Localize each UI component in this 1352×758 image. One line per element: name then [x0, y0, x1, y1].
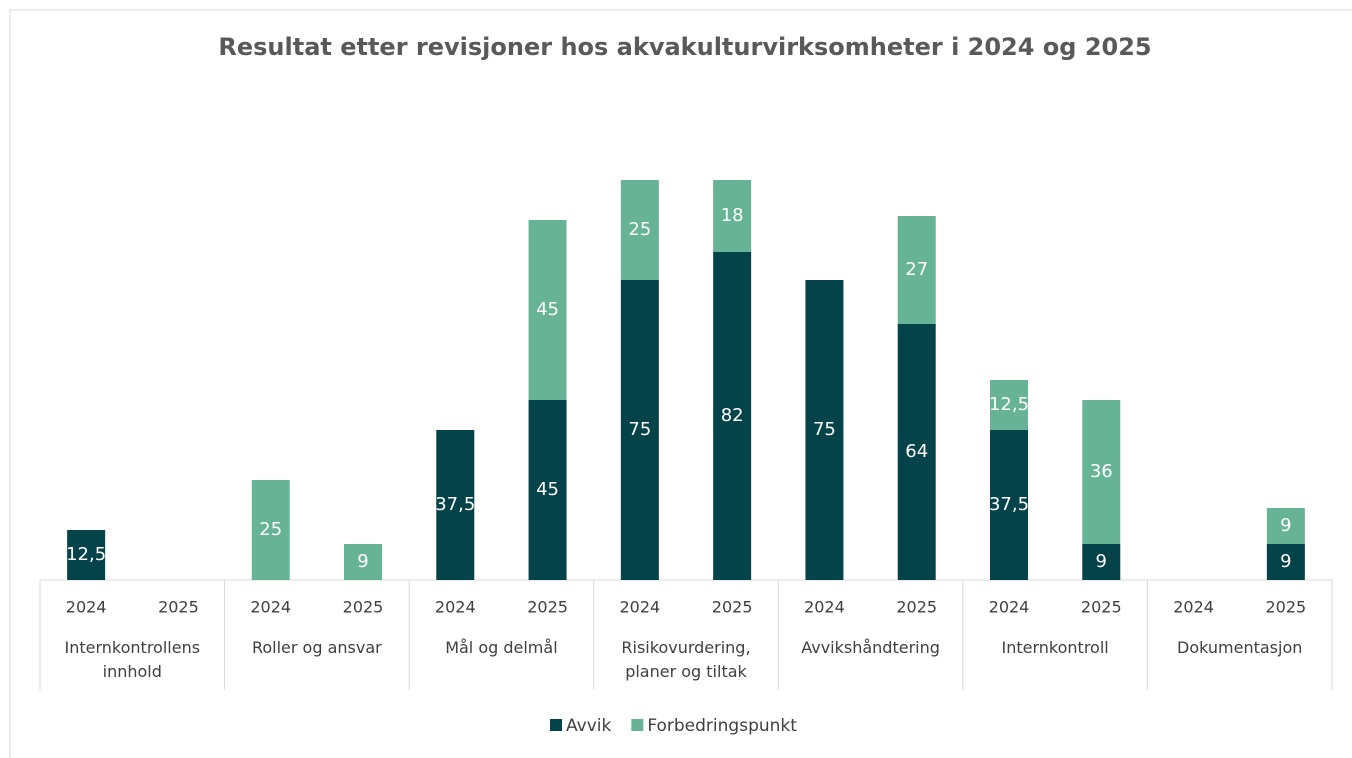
data-label: 12,5: [66, 544, 106, 565]
x-tick-label: 2025: [712, 598, 753, 617]
x-tick-label: 2025: [896, 598, 937, 617]
data-label: 64: [905, 441, 928, 462]
x-tick-label: 2025: [158, 598, 199, 617]
data-label: 25: [628, 219, 651, 240]
data-label: 36: [1090, 461, 1113, 482]
bar-segment: [897, 324, 936, 580]
group-label: Internkontrollens innhold: [64, 638, 201, 681]
bar-segment: [805, 280, 844, 580]
bar-segment: [713, 180, 752, 252]
bar-segment: [344, 544, 382, 580]
x-tick-label: 2025: [1081, 598, 1122, 617]
data-label: 9: [1280, 515, 1291, 536]
x-tick-label: 2024: [250, 598, 291, 617]
legend-swatch: [550, 719, 562, 731]
data-label: 75: [628, 419, 651, 440]
data-label: 9: [1280, 551, 1291, 572]
data-label: 75: [813, 419, 836, 440]
bar-segment: [1082, 400, 1121, 544]
bar-segment: [528, 220, 567, 400]
group-label: Dokumentasjon: [1177, 638, 1303, 657]
legend-label: Forbedringspunkt: [647, 716, 797, 736]
bar-segment: [67, 530, 106, 580]
data-label: 45: [536, 479, 559, 500]
legend-label: Avvik: [566, 716, 611, 736]
x-tick-label: 2024: [1173, 598, 1214, 617]
data-label: 9: [357, 551, 368, 572]
x-tick-label: 2024: [435, 598, 476, 617]
bar-segment: [620, 280, 659, 580]
group-label: Risikovurdering, planer og tiltak: [621, 638, 751, 681]
bar-segment: [251, 480, 290, 580]
data-label: 37,5: [989, 494, 1029, 515]
bar-segment: [528, 400, 567, 580]
x-tick-label: 2024: [66, 598, 107, 617]
chart-title: Resultat etter revisjoner hos akvakultur…: [218, 33, 1151, 61]
x-tick-label: 2024: [619, 598, 660, 617]
data-label: 18: [721, 205, 744, 226]
x-tick-label: 2024: [804, 598, 845, 617]
bar-segment: [1082, 544, 1121, 580]
legend-swatch: [631, 719, 644, 731]
bar-segment: [1266, 508, 1305, 544]
data-label: 82: [721, 405, 744, 426]
group-label: Roller og ansvar: [251, 638, 382, 657]
data-label: 25: [259, 519, 282, 540]
bar-segment: [897, 216, 936, 324]
bar-segment: [713, 252, 752, 580]
bar-segment: [620, 180, 659, 280]
data-label: 27: [905, 259, 928, 280]
data-label: 45: [536, 299, 559, 320]
data-label: 12,5: [989, 394, 1029, 415]
bar-segment: [990, 380, 1028, 430]
group-label: Avvikshåndtering: [801, 638, 940, 657]
bar-segment: [1266, 544, 1305, 580]
data-label: 37,5: [435, 494, 475, 515]
x-tick-label: 2025: [527, 598, 568, 617]
data-label: 9: [1096, 551, 1107, 572]
x-tick-label: 2025: [1265, 598, 1306, 617]
bar-segment: [990, 430, 1028, 580]
group-label: Mål og delmål: [445, 638, 558, 657]
group-label: Internkontroll: [1001, 638, 1109, 657]
x-tick-label: 2025: [343, 598, 384, 617]
x-tick-label: 2024: [989, 598, 1030, 617]
bar-segment: [436, 430, 475, 580]
chart-border: [9, 9, 1352, 758]
